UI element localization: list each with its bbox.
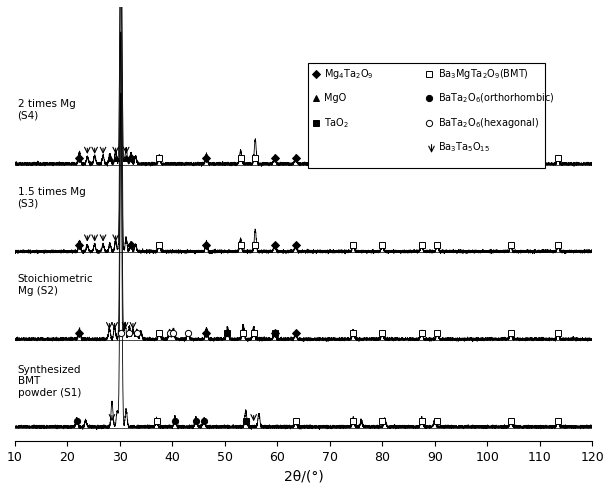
Text: MgO: MgO	[324, 94, 346, 103]
Text: Synthesized
BMT
powder (S1): Synthesized BMT powder (S1)	[18, 365, 81, 398]
Text: 2 times Mg
(S4): 2 times Mg (S4)	[18, 99, 75, 121]
Text: TaO$_2$: TaO$_2$	[324, 116, 349, 130]
Text: 1.5 times Mg
(S3): 1.5 times Mg (S3)	[18, 187, 86, 208]
Text: Ba$_3$Ta$_5$O$_{15}$: Ba$_3$Ta$_5$O$_{15}$	[437, 141, 489, 154]
Text: Ba$_3$MgTa$_2$O$_9$(BMT): Ba$_3$MgTa$_2$O$_9$(BMT)	[437, 67, 529, 81]
X-axis label: 2θ/(°): 2θ/(°)	[284, 469, 323, 483]
Text: BaTa$_2$O$_6$(orthorhombic): BaTa$_2$O$_6$(orthorhombic)	[437, 92, 554, 105]
Text: BaTa$_2$O$_6$(hexagonal): BaTa$_2$O$_6$(hexagonal)	[437, 116, 539, 130]
Text: Stoichiometric
Mg (S2): Stoichiometric Mg (S2)	[18, 274, 93, 296]
Text: Mg$_4$Ta$_2$O$_9$: Mg$_4$Ta$_2$O$_9$	[324, 67, 373, 81]
Bar	[309, 63, 545, 168]
